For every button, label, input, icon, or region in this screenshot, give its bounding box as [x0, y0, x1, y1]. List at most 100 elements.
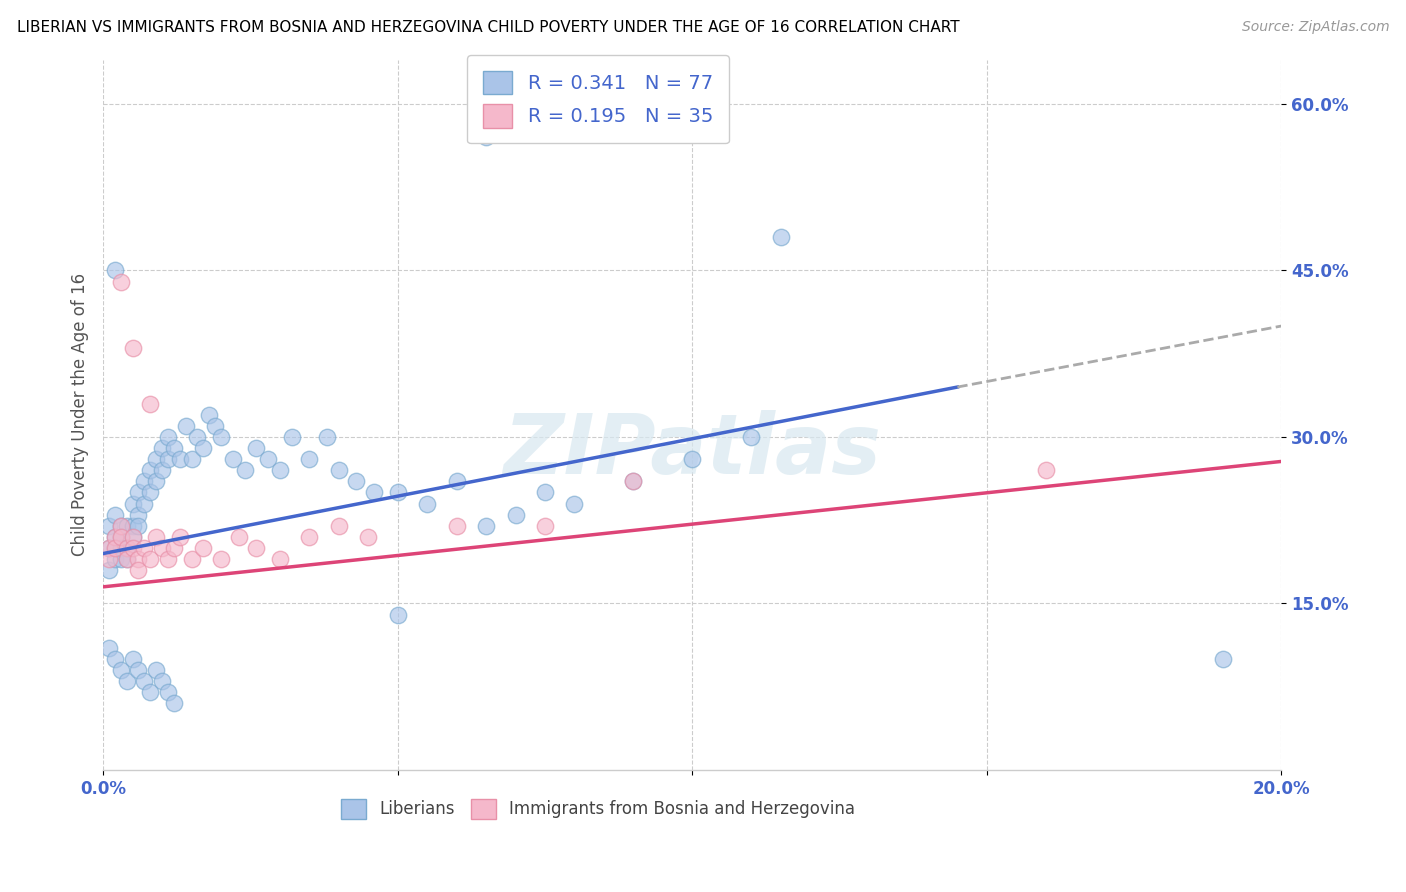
Point — [346, 475, 368, 489]
Point — [156, 552, 179, 566]
Point — [681, 452, 703, 467]
Point — [121, 341, 143, 355]
Point — [134, 475, 156, 489]
Point — [145, 475, 167, 489]
Point — [110, 552, 132, 566]
Point — [150, 463, 173, 477]
Point — [328, 518, 350, 533]
Point — [169, 452, 191, 467]
Point — [769, 230, 792, 244]
Point — [134, 541, 156, 555]
Point — [150, 674, 173, 689]
Point — [446, 475, 468, 489]
Point — [505, 508, 527, 522]
Point — [115, 518, 138, 533]
Point — [115, 541, 138, 555]
Point — [145, 663, 167, 677]
Point — [110, 518, 132, 533]
Point — [134, 674, 156, 689]
Point — [186, 430, 208, 444]
Point — [328, 463, 350, 477]
Point — [156, 685, 179, 699]
Point — [127, 485, 149, 500]
Point — [298, 530, 321, 544]
Point — [104, 530, 127, 544]
Point — [269, 552, 291, 566]
Point — [98, 541, 121, 555]
Point — [145, 530, 167, 544]
Point — [475, 130, 498, 145]
Point — [115, 552, 138, 566]
Point — [156, 430, 179, 444]
Point — [446, 518, 468, 533]
Point — [145, 452, 167, 467]
Point — [139, 397, 162, 411]
Point — [110, 275, 132, 289]
Point — [222, 452, 245, 467]
Point — [269, 463, 291, 477]
Point — [110, 530, 132, 544]
Point — [193, 441, 215, 455]
Point — [139, 685, 162, 699]
Point — [139, 463, 162, 477]
Point — [115, 552, 138, 566]
Point — [104, 541, 127, 555]
Point — [740, 430, 762, 444]
Text: ZIPatlas: ZIPatlas — [503, 409, 882, 491]
Y-axis label: Child Poverty Under the Age of 16: Child Poverty Under the Age of 16 — [72, 273, 89, 557]
Point — [204, 418, 226, 433]
Point — [387, 485, 409, 500]
Point — [127, 663, 149, 677]
Point — [104, 263, 127, 277]
Point — [163, 541, 186, 555]
Point — [98, 518, 121, 533]
Point — [156, 452, 179, 467]
Point — [121, 497, 143, 511]
Point — [233, 463, 256, 477]
Point — [534, 518, 557, 533]
Point — [121, 541, 143, 555]
Point — [475, 518, 498, 533]
Text: Source: ZipAtlas.com: Source: ZipAtlas.com — [1241, 20, 1389, 34]
Point — [416, 497, 439, 511]
Point — [174, 418, 197, 433]
Point — [115, 541, 138, 555]
Point — [127, 508, 149, 522]
Point — [298, 452, 321, 467]
Point — [110, 541, 132, 555]
Point — [104, 508, 127, 522]
Point — [280, 430, 302, 444]
Point — [98, 552, 121, 566]
Point — [316, 430, 339, 444]
Point — [1035, 463, 1057, 477]
Point — [98, 640, 121, 655]
Point — [209, 552, 232, 566]
Point — [163, 441, 186, 455]
Point — [193, 541, 215, 555]
Point — [104, 541, 127, 555]
Point — [564, 497, 586, 511]
Point — [139, 485, 162, 500]
Point — [115, 674, 138, 689]
Point — [228, 530, 250, 544]
Legend: Liberians, Immigrants from Bosnia and Herzegovina: Liberians, Immigrants from Bosnia and He… — [335, 792, 862, 826]
Point — [110, 663, 132, 677]
Point — [245, 541, 267, 555]
Point — [104, 530, 127, 544]
Point — [363, 485, 385, 500]
Point — [110, 530, 132, 544]
Point — [1212, 652, 1234, 666]
Point — [534, 485, 557, 500]
Point — [357, 530, 380, 544]
Point — [169, 530, 191, 544]
Point — [121, 530, 143, 544]
Point — [387, 607, 409, 622]
Point — [180, 452, 202, 467]
Point — [121, 518, 143, 533]
Text: LIBERIAN VS IMMIGRANTS FROM BOSNIA AND HERZEGOVINA CHILD POVERTY UNDER THE AGE O: LIBERIAN VS IMMIGRANTS FROM BOSNIA AND H… — [17, 20, 959, 35]
Point — [150, 541, 173, 555]
Point — [121, 530, 143, 544]
Point — [245, 441, 267, 455]
Point — [139, 552, 162, 566]
Point — [98, 563, 121, 577]
